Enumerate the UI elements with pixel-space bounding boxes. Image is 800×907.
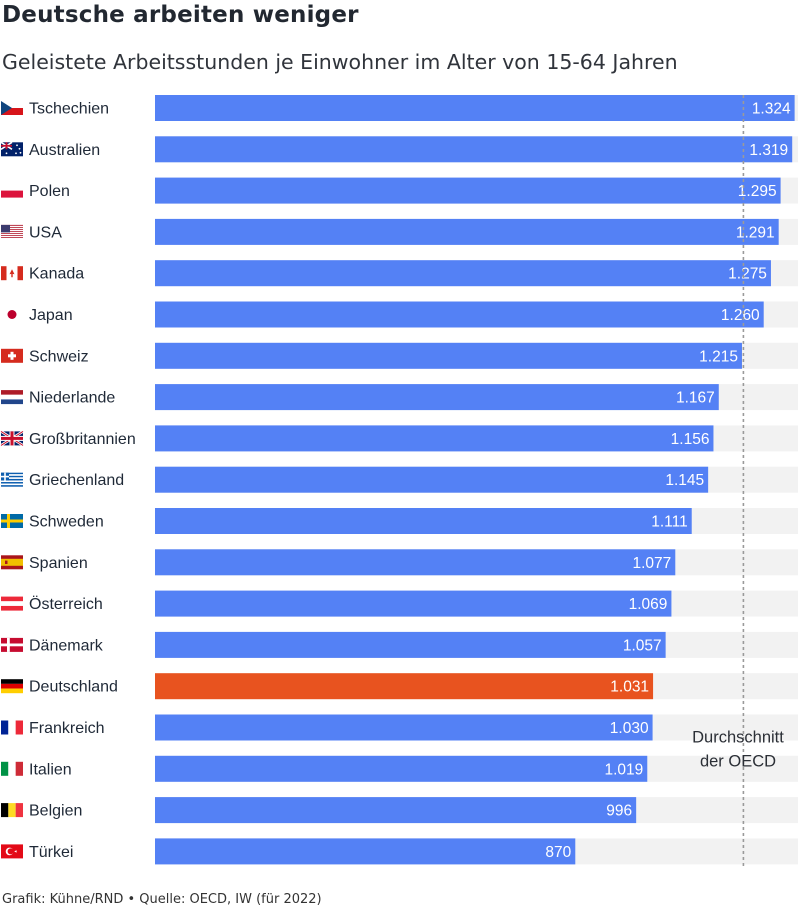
bar-17 [155,797,637,824]
bar-12 [155,590,672,617]
category-label: Spanien [29,555,88,572]
category-label: Österreich [29,595,103,613]
flag-se-icon [1,514,23,528]
flag-nl-icon [1,390,23,405]
bar-10 [155,508,692,534]
bar-11 [155,549,676,576]
value-label: 1.145 [665,472,704,489]
oecd-average-label: der OECD [700,753,776,771]
category-label: Türkei [29,844,73,861]
category-label: Frankreich [29,720,105,737]
value-label: 1.111 [651,514,688,531]
bar-0 [155,95,795,121]
flag-us-icon [1,224,23,239]
bar-8 [155,425,714,452]
flag-ch-icon [1,348,23,363]
flag-cz-icon [1,101,23,115]
bar-highlight-14 [155,673,654,700]
value-label: 1.167 [676,390,715,407]
bar-7 [155,384,719,411]
value-label: 996 [606,803,632,820]
flag-fr-icon [1,720,23,735]
flag-pl-icon [1,183,23,198]
bar-9 [155,466,709,493]
flag-be-icon [1,803,23,818]
oecd-average-label: Durchschnitt [692,729,784,747]
flag-it-icon [1,761,23,776]
bar-2 [155,177,781,204]
category-label: Griechenland [29,472,124,489]
value-label: 1.324 [752,101,791,118]
value-label: 1.319 [749,142,788,159]
value-label: 1.077 [632,555,671,572]
chart-subtitle: Geleistete Arbeitsstunden je Einwohner i… [2,50,678,74]
category-label: Kanada [29,266,84,283]
value-label: 1.275 [728,266,767,283]
value-label: 1.260 [721,307,760,324]
flag-tr-icon [1,844,23,859]
category-label: Deutschland [29,679,118,696]
category-label: Schweden [29,514,104,531]
bar-16 [155,755,648,782]
value-label: 1.215 [699,348,738,365]
category-label: Tschechien [29,101,109,118]
value-label: 1.019 [604,761,643,778]
category-label: Großbritannien [29,431,136,448]
bar-13 [155,631,666,658]
category-label: Dänemark [29,637,104,654]
value-label: 1.031 [610,679,649,696]
bar-3 [155,218,779,245]
flag-de-icon [1,679,23,694]
flag-ca-icon [1,266,23,281]
flag-gb-icon [0,430,24,447]
category-label: Schweiz [29,348,89,365]
bar-15 [155,714,653,741]
value-label: 1.156 [671,431,710,448]
flag-gr-icon [1,472,23,487]
bar-1 [155,136,793,163]
chart-title: Deutsche arbeiten weniger [2,2,359,28]
bar-rows: 1.324 Tschechien 1.319 Australien 1.295 Polen… [0,95,798,865]
value-label: 1.057 [623,637,662,654]
category-label: Italien [29,761,72,778]
flag-jp-icon [1,307,23,322]
bar-18 [155,838,576,865]
category-label: Japan [29,307,73,324]
flag-dk-icon [1,637,23,652]
category-label: Belgien [29,803,82,820]
category-label: Polen [29,183,70,200]
source-note: Grafik: Kühne/RND • Quelle: OECD, IW (fü… [2,892,322,907]
value-label: 1.295 [738,183,777,200]
flag-au-icon [0,141,23,157]
bar-6 [155,342,742,369]
value-label: 870 [545,844,571,861]
category-label: Niederlande [29,390,115,407]
value-label: 1.069 [629,596,668,613]
flag-at-icon [1,596,23,611]
category-label: USA [29,224,62,241]
bar-4 [155,260,771,287]
flag-es-icon [1,555,23,570]
category-label: Australien [29,142,100,159]
bar-5 [155,301,764,328]
value-label: 1.291 [736,224,775,241]
value-label: 1.030 [610,720,649,737]
